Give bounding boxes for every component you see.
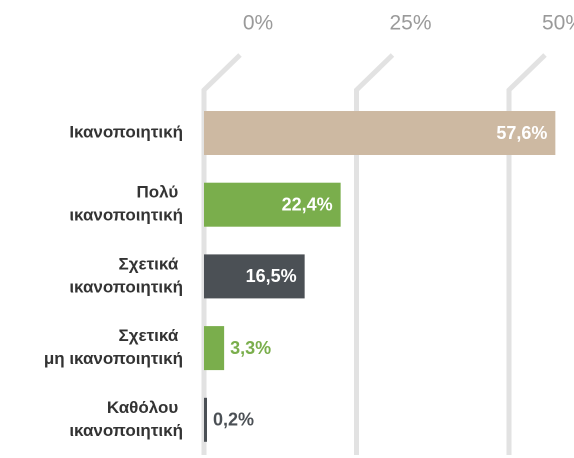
- category-line: Πολύ: [137, 183, 183, 202]
- category-label: Σχετικά ικανοποιητική: [69, 255, 183, 297]
- bar: [204, 397, 207, 442]
- grid-line: [506, 53, 547, 455]
- category-label: Καθόλου ικανοποιητική: [69, 398, 183, 440]
- bar: [204, 326, 225, 371]
- category-line: ικανοποιητική: [69, 206, 183, 225]
- bar: [204, 182, 341, 227]
- x-tick-label: 25%: [389, 12, 431, 35]
- x-tick-label: 50%: [542, 12, 574, 35]
- category-label: Ικανοποιητική: [69, 122, 183, 141]
- value-label: 0,2%: [213, 410, 254, 430]
- bar: [204, 254, 305, 299]
- category-line: ικανοποιητική: [69, 421, 183, 440]
- bar: [204, 111, 556, 155]
- category-line: Καθόλου: [107, 398, 183, 417]
- category-label: Πολύ ικανοποιητική: [69, 183, 183, 225]
- category-line: Σχετικά: [119, 255, 183, 274]
- x-tick-label: 0%: [243, 12, 273, 35]
- grid-line: [354, 53, 395, 455]
- category-line: Σχετικά: [119, 327, 183, 346]
- value-label: 16,5%: [246, 266, 297, 286]
- value-label: 22,4%: [282, 194, 333, 214]
- category-line: μη ικανοποιητική: [44, 350, 183, 369]
- value-label: 3,3%: [230, 338, 271, 358]
- value-label: 57,6%: [496, 123, 547, 143]
- category-label: Σχετικά μη ικανοποιητική: [44, 327, 183, 369]
- category-line: ικανοποιητική: [69, 278, 183, 297]
